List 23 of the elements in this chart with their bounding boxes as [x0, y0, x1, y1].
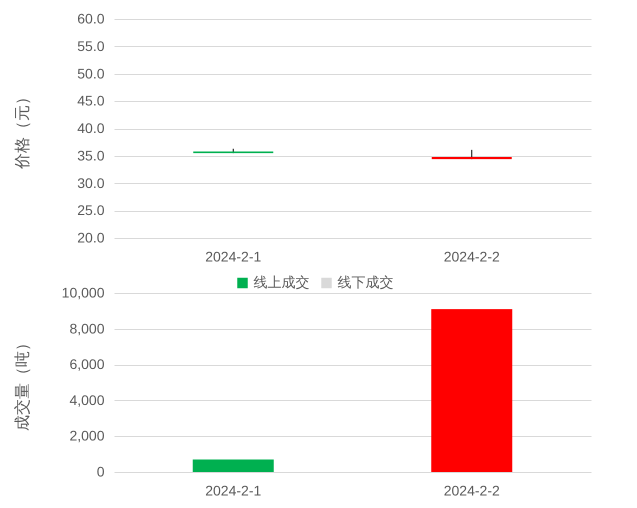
y-tick-label: 40.0 — [77, 120, 105, 136]
legend-label: 线下成交 — [338, 274, 394, 290]
x-tick-label: 2024-2-1 — [205, 248, 262, 264]
y-tick-label: 20.0 — [77, 230, 105, 246]
y-axis-title: 价格（元） — [14, 89, 32, 170]
y-tick-label: 4,000 — [69, 392, 105, 408]
y-tick-label: 2,000 — [69, 428, 105, 444]
y-tick-label: 35.0 — [77, 147, 105, 164]
y-tick-label: 45.0 — [77, 92, 105, 109]
y-tick-label: 55.0 — [77, 38, 105, 54]
y-tick-label: 8,000 — [69, 320, 105, 336]
x-tick-label: 2024-2-2 — [444, 482, 500, 498]
y-tick-label: 60.0 — [77, 10, 105, 26]
y-tick-label: 25.0 — [77, 202, 105, 218]
y-axis-title: 成交量（吨） — [14, 335, 32, 431]
y-tick-label: 0 — [96, 464, 105, 480]
legend-label: 线上成交 — [254, 274, 310, 290]
x-tick-label: 2024-2-1 — [205, 482, 262, 498]
y-tick-label: 6,000 — [69, 356, 105, 372]
x-tick-label: 2024-2-2 — [444, 248, 500, 264]
y-tick-label: 50.0 — [77, 65, 105, 82]
y-tick-label: 30.0 — [77, 174, 105, 191]
y-tick-label: 10,000 — [62, 284, 105, 300]
